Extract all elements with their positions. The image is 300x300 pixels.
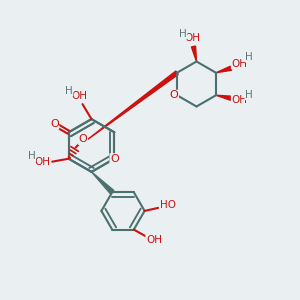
Text: OH: OH: [231, 95, 248, 105]
Text: HO: HO: [160, 200, 176, 210]
Text: H: H: [245, 90, 253, 100]
Text: O: O: [169, 90, 178, 100]
Text: OH: OH: [146, 235, 162, 245]
Polygon shape: [191, 46, 196, 62]
Text: OH: OH: [71, 91, 88, 101]
Polygon shape: [216, 66, 232, 73]
Text: OH: OH: [34, 157, 50, 167]
Text: H: H: [28, 151, 36, 161]
Polygon shape: [216, 95, 231, 100]
Text: O: O: [50, 119, 59, 129]
Text: OH: OH: [184, 33, 200, 43]
Text: O: O: [79, 134, 87, 145]
Text: O: O: [110, 154, 119, 164]
Polygon shape: [88, 71, 178, 140]
Text: H: H: [179, 29, 187, 39]
Text: H: H: [65, 85, 73, 96]
Text: OH: OH: [231, 59, 248, 69]
Polygon shape: [92, 172, 114, 194]
Text: H: H: [245, 52, 253, 62]
